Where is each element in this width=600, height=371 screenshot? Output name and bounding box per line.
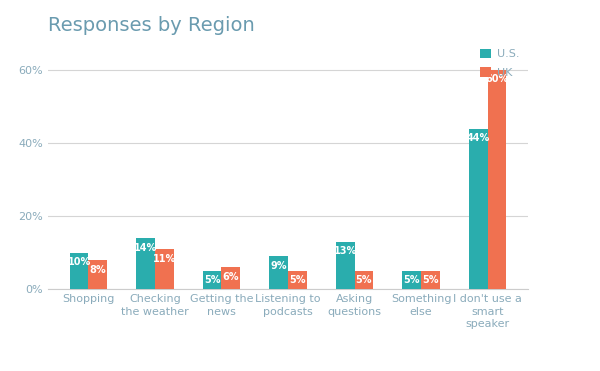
Text: 14%: 14% [134, 243, 157, 253]
Bar [221, 267, 240, 289]
Text: 5%: 5% [289, 276, 305, 286]
Bar [70, 253, 88, 289]
Text: 8%: 8% [89, 265, 106, 275]
Text: 5%: 5% [356, 276, 372, 286]
Bar [469, 129, 488, 289]
Bar [203, 271, 221, 289]
Bar [336, 242, 355, 289]
Bar [488, 70, 506, 289]
Bar [355, 271, 373, 289]
Text: 44%: 44% [467, 133, 490, 143]
Bar [155, 249, 173, 289]
Bar [136, 238, 155, 289]
Bar [269, 256, 288, 289]
Text: Responses by Region: Responses by Region [48, 16, 255, 35]
Text: 6%: 6% [223, 272, 239, 282]
Text: 60%: 60% [485, 75, 508, 85]
Legend: U.S., UK: U.S., UK [476, 45, 523, 81]
Text: 10%: 10% [68, 257, 91, 267]
Text: 5%: 5% [204, 276, 220, 286]
Bar [421, 271, 440, 289]
Text: 5%: 5% [422, 276, 439, 286]
Text: 5%: 5% [403, 276, 420, 286]
Bar [288, 271, 307, 289]
Bar [88, 260, 107, 289]
Text: 13%: 13% [334, 246, 357, 256]
Text: 11%: 11% [152, 253, 176, 263]
Text: 9%: 9% [271, 261, 287, 271]
Bar [403, 271, 421, 289]
